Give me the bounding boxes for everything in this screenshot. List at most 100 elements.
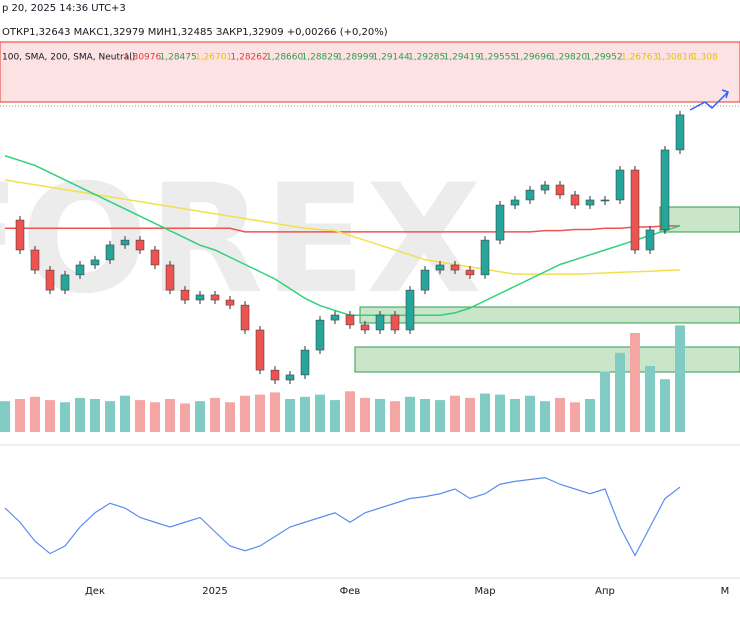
volume-bar: [105, 401, 115, 432]
candle-body: [390, 314, 400, 331]
volume-bar: [75, 397, 85, 432]
moving-average: [4, 155, 681, 316]
alert-zone: [0, 41, 740, 103]
volume-bar: [480, 393, 490, 432]
volume-bar: [600, 371, 610, 432]
candle-body: [660, 149, 670, 231]
volume-bar: [15, 399, 25, 432]
ribbon-value: 1,29952: [586, 53, 623, 63]
volume-bar: [225, 402, 235, 432]
candle-body: [600, 199, 610, 202]
candle-body: [480, 239, 490, 276]
candle-body: [315, 319, 325, 351]
volume-bar: [240, 395, 250, 432]
candle-body: [90, 259, 100, 266]
header-ohlc: ОТКР1,32643 МАКС1,32979 МИН1,32485 ЗАКР1…: [2, 27, 388, 38]
volume-bar: [405, 396, 415, 432]
header-time: р 20, 2025 14:36 UTC+3: [2, 3, 126, 14]
candle-body: [585, 199, 595, 206]
candle-body: [30, 249, 40, 271]
ribbon-value: 1,26701: [195, 53, 232, 63]
candle-body: [525, 189, 535, 201]
candle-body: [375, 314, 385, 331]
ribbon-value: 1,30976: [124, 53, 161, 63]
candle-body: [120, 239, 130, 246]
volume-bar: [195, 401, 205, 432]
candle-body: [615, 169, 625, 201]
volume-bar: [465, 397, 475, 432]
volume-bar: [255, 394, 265, 432]
x-tick-label: Дек: [85, 586, 105, 597]
volume-bar: [315, 394, 325, 432]
candle-body: [15, 219, 25, 251]
ribbon-value: 1,308: [692, 53, 718, 63]
volume-bar: [585, 399, 595, 432]
candle-body: [195, 294, 205, 301]
candle-body: [510, 199, 520, 206]
candle-body: [60, 274, 70, 291]
candle-body: [675, 114, 685, 151]
volume-bar: [0, 401, 10, 432]
volume-bar: [495, 394, 505, 432]
volume-bar: [120, 395, 130, 432]
volume-bar: [45, 400, 55, 432]
candle-body: [135, 239, 145, 251]
volume-bar: [165, 399, 175, 432]
candle-body: [210, 294, 220, 301]
volume-bar: [285, 399, 295, 432]
ribbon-value: 1,28660: [266, 53, 303, 63]
ribbon-value: 1,29144: [373, 53, 410, 63]
volume-bar: [180, 403, 190, 432]
volume-bar: [510, 399, 520, 432]
candle-body: [570, 194, 580, 206]
volume-bar: [150, 402, 160, 432]
volume-bar: [390, 401, 400, 432]
ribbon-value: 1,29285: [408, 53, 445, 63]
candle-body: [330, 314, 340, 321]
candle-body: [420, 269, 430, 291]
ribbon-value: 1,29419: [444, 53, 481, 63]
candle-body: [450, 264, 460, 271]
ribbon-label: 100, SMA, 200, SMA, Neutral): [2, 53, 135, 63]
volume-bar: [555, 397, 565, 432]
candle-body: [45, 269, 55, 291]
ribbon-value: 1,26763: [621, 53, 658, 63]
volume-bar: [540, 401, 550, 432]
moving-average: [5, 225, 680, 233]
candle-body: [285, 374, 295, 381]
ribbon-value: 1,28262: [231, 53, 268, 63]
volume-bar: [630, 333, 640, 432]
candle-body: [300, 349, 310, 376]
ribbon-value: 1,28999: [337, 53, 374, 63]
candle-body: [495, 204, 505, 241]
moving-average: [4, 179, 681, 275]
candle-body: [180, 289, 190, 301]
volume-bar: [645, 366, 655, 432]
volume-bar: [345, 391, 355, 432]
candle-body: [645, 229, 655, 251]
volume-bar: [420, 399, 430, 432]
candle-body: [150, 249, 160, 266]
candle-body: [555, 184, 565, 196]
ribbon-value: 1,28475: [160, 53, 197, 63]
candle-body: [435, 264, 445, 271]
candle-body: [630, 169, 640, 251]
x-tick-label: Апр: [595, 586, 615, 597]
volume-bar: [360, 397, 370, 432]
candle-body: [465, 269, 475, 276]
candle-body: [240, 304, 250, 331]
ribbon-value: 1,29820: [550, 53, 587, 63]
candle-body: [255, 329, 265, 371]
volume-bar: [660, 379, 670, 432]
ribbon-value: 1,30818: [657, 53, 694, 63]
ribbon-value: 1,29555: [479, 53, 516, 63]
x-tick-label: 2025: [202, 586, 227, 597]
forecast-arrow: [689, 91, 729, 111]
volume-bar: [525, 395, 535, 432]
candle-body: [345, 314, 355, 326]
volume-bar: [60, 402, 70, 432]
volume-bar: [570, 402, 580, 432]
volume-bar: [450, 395, 460, 432]
candle-body: [405, 289, 415, 331]
